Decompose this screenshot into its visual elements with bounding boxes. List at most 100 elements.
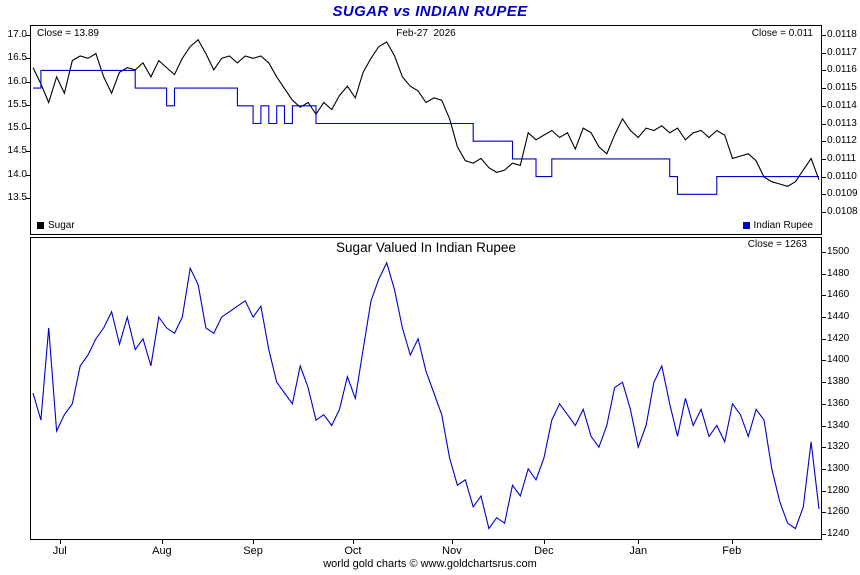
y-axis-tick-mark bbox=[26, 174, 30, 176]
top-panel: Close = 13.89 Feb-27 2026 Close = 0.011 … bbox=[30, 25, 822, 235]
x-axis-label-aug: Aug bbox=[152, 545, 172, 557]
y-axis-tick-label: 1400 bbox=[827, 354, 850, 366]
y-axis-tick-mark bbox=[822, 194, 826, 196]
x-axis-tick-mark bbox=[452, 540, 453, 544]
y-axis-tick-mark bbox=[822, 338, 826, 340]
y-axis-tick-mark bbox=[822, 468, 826, 470]
legend-sugar: Sugar bbox=[37, 220, 75, 231]
y-axis-tick-label: 0.0109 bbox=[827, 188, 858, 200]
y-axis-tick-mark bbox=[26, 151, 30, 153]
y-axis-tick-label: 1260 bbox=[827, 506, 850, 518]
y-axis-tick-mark bbox=[822, 123, 826, 125]
y-axis-tick-label: 0.0112 bbox=[827, 135, 857, 147]
bottom-panel-title: Sugar Valued In Indian Rupee bbox=[336, 240, 516, 255]
x-axis-tick-mark bbox=[732, 540, 733, 544]
y-axis-tick-mark bbox=[822, 52, 826, 54]
y-axis-tick-mark bbox=[822, 158, 826, 160]
x-axis-label-feb: Feb bbox=[722, 545, 742, 557]
y-axis-tick-label: 1360 bbox=[827, 397, 850, 409]
x-axis-label-oct: Oct bbox=[344, 545, 362, 557]
y-axis-tick-mark bbox=[26, 35, 30, 36]
series-line-indian-rupee bbox=[33, 69, 819, 195]
y-axis-tick-mark bbox=[822, 88, 826, 90]
y-axis-tick-mark bbox=[822, 382, 826, 384]
y-axis-tick-label: 1340 bbox=[827, 419, 850, 431]
y-axis-tick-mark bbox=[822, 403, 826, 405]
top-chart-canvas bbox=[32, 38, 820, 195]
rupee-legend-swatch-icon bbox=[742, 222, 750, 229]
y-axis-tick-label: 1420 bbox=[827, 332, 850, 344]
x-axis-label-nov: Nov bbox=[442, 545, 462, 557]
y-axis-tick-label: 0.0108 bbox=[827, 206, 858, 217]
y-axis-tick-mark bbox=[26, 58, 30, 60]
y-axis-tick-mark bbox=[822, 70, 826, 72]
bottom-panel: Sugar Valued In Indian Rupee Close = 126… bbox=[30, 237, 822, 540]
y-axis-tick-mark bbox=[822, 447, 826, 449]
footer-text: world gold charts © www.goldchartsrus.co… bbox=[323, 558, 537, 570]
y-axis-tick-mark bbox=[822, 360, 826, 362]
y-axis-tick-label: 1380 bbox=[827, 376, 850, 388]
y-axis-tick-label: 1460 bbox=[827, 289, 850, 301]
x-axis-label-jul: Jul bbox=[52, 545, 67, 557]
y-axis-tick-mark bbox=[822, 105, 826, 107]
date-label: Feb-27 2026 bbox=[396, 28, 456, 39]
x-axis-tick-mark bbox=[544, 540, 545, 544]
y-axis-tick-label: 0.0111 bbox=[827, 152, 857, 164]
y-axis-tick-label: 14.0 bbox=[7, 168, 27, 180]
sugar-close-label: Close = 13.89 bbox=[37, 28, 99, 39]
y-axis-tick-mark bbox=[822, 141, 826, 143]
y-axis-tick-label: 15.5 bbox=[7, 98, 27, 110]
x-axis-tick-mark bbox=[253, 540, 254, 544]
y-axis-tick-mark bbox=[822, 35, 826, 36]
x-axis-tick-mark bbox=[162, 540, 163, 544]
x-axis-tick-mark bbox=[638, 540, 639, 544]
y-axis-tick-label: 1500 bbox=[827, 246, 850, 257]
x-axis-label-dec: Dec bbox=[534, 545, 554, 557]
y-axis-tick-label: 0.0114 bbox=[827, 99, 857, 111]
series-line-sugar-in-indian-rupee bbox=[32, 261, 820, 530]
x-axis-tick-mark bbox=[60, 540, 61, 544]
y-axis-tick-label: 0.0117 bbox=[827, 46, 857, 58]
y-axis-tick-label: 16.0 bbox=[7, 75, 27, 87]
legend-indian-rupee: Indian Rupee bbox=[742, 220, 814, 231]
y-axis-tick-label: 1280 bbox=[827, 484, 850, 496]
y-axis-tick-mark bbox=[822, 534, 826, 535]
y-axis-tick-label: 15.0 bbox=[7, 122, 27, 134]
y-axis-tick-mark bbox=[822, 212, 826, 213]
y-axis-tick-label: 0.0113 bbox=[827, 117, 857, 129]
page-title: SUGAR vs INDIAN RUPEE bbox=[332, 3, 528, 20]
y-axis-tick-label: 0.0110 bbox=[827, 170, 857, 182]
y-axis-tick-label: 0.0118 bbox=[827, 29, 857, 40]
y-axis-tick-mark bbox=[822, 176, 826, 178]
y-axis-tick-mark bbox=[26, 104, 30, 106]
bottom-chart-canvas bbox=[32, 261, 820, 530]
x-axis-label-sep: Sep bbox=[243, 545, 263, 557]
y-axis-tick-mark bbox=[822, 273, 826, 275]
sugar-legend-label: Sugar bbox=[48, 220, 75, 231]
y-axis-tick-label: 1480 bbox=[827, 267, 850, 279]
x-axis-label-jan: Jan bbox=[629, 545, 648, 557]
y-axis-tick-mark bbox=[26, 128, 30, 130]
rupee-close-label: Close = 0.011 bbox=[751, 28, 813, 39]
y-axis-tick-label: 1300 bbox=[827, 462, 850, 474]
y-axis-tick-mark bbox=[822, 317, 826, 319]
y-axis-tick-label: 1440 bbox=[827, 311, 850, 323]
y-axis-tick-mark bbox=[822, 425, 826, 427]
y-axis-tick-mark bbox=[822, 252, 826, 253]
sugar-legend-swatch-icon bbox=[37, 222, 44, 229]
y-axis-tick-label: 13.5 bbox=[7, 192, 27, 203]
y-axis-tick-label: 14.5 bbox=[7, 145, 27, 157]
y-axis-tick-label: 0.0116 bbox=[827, 64, 857, 76]
y-axis-tick-label: 1320 bbox=[827, 441, 850, 453]
inr-valued-close-label: Close = 1263 bbox=[747, 239, 807, 250]
y-axis-tick-label: 16.5 bbox=[7, 52, 27, 64]
y-axis-tick-mark bbox=[822, 490, 826, 492]
y-axis-tick-mark bbox=[822, 295, 826, 297]
x-axis-tick-mark bbox=[353, 540, 354, 544]
y-axis-tick-label: 17.0 bbox=[7, 29, 27, 40]
y-axis-tick-label: 0.0115 bbox=[827, 82, 857, 94]
y-axis-tick-mark bbox=[26, 81, 30, 83]
y-axis-tick-mark bbox=[822, 512, 826, 514]
rupee-legend-label: Indian Rupee bbox=[753, 220, 814, 231]
